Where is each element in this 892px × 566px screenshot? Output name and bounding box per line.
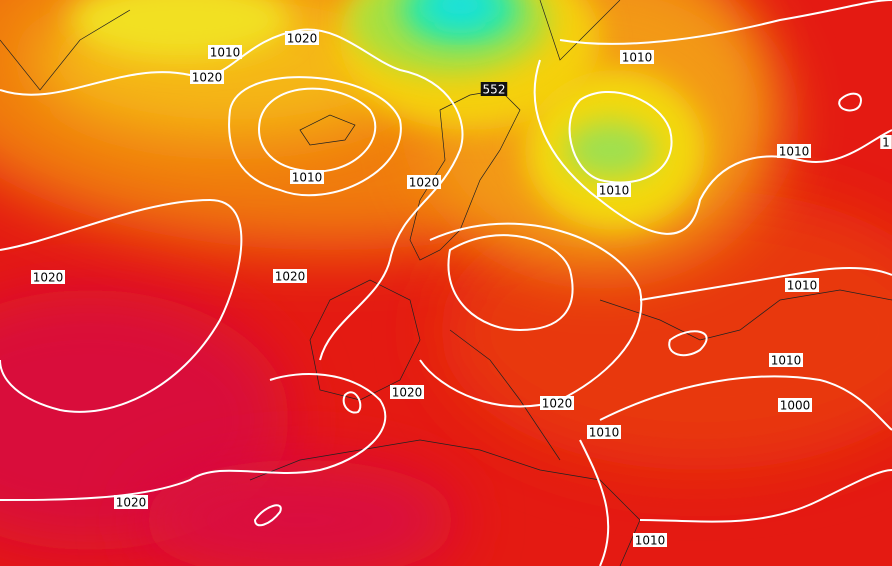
isobar-label: 1010 bbox=[622, 51, 653, 65]
isobar-label: 552 bbox=[483, 83, 506, 97]
label-box bbox=[785, 278, 819, 292]
label-box bbox=[390, 385, 424, 399]
label-box bbox=[633, 533, 667, 547]
isobar-label: 1020 bbox=[33, 271, 64, 285]
label-box bbox=[597, 183, 631, 197]
isobar-label: 1020 bbox=[392, 386, 423, 400]
label-box bbox=[480, 82, 508, 96]
isobar-label: 1020 bbox=[116, 496, 147, 510]
isobar-label: 1020 bbox=[192, 71, 223, 85]
label-box bbox=[620, 50, 654, 64]
label-box bbox=[208, 45, 242, 59]
label-box bbox=[540, 396, 574, 410]
isobar-label: 1010 bbox=[589, 426, 620, 440]
isobar-label: 1020 bbox=[287, 32, 318, 46]
label-box bbox=[769, 353, 803, 367]
label-box bbox=[285, 31, 319, 45]
isobar-label: 1010 bbox=[599, 184, 630, 198]
isobar-label: 1020 bbox=[409, 176, 440, 190]
label-box bbox=[880, 135, 892, 149]
isobar-label: 1010 bbox=[210, 46, 241, 60]
isobar-label: 1020 bbox=[542, 397, 573, 411]
isobar-label: 1010 bbox=[635, 534, 666, 548]
label-box bbox=[778, 398, 812, 412]
isobar-label: 1020 bbox=[275, 270, 306, 284]
label-box bbox=[407, 175, 441, 189]
label-box bbox=[114, 495, 148, 509]
isobar-label: 1010 bbox=[787, 279, 818, 293]
label-box bbox=[777, 144, 811, 158]
label-box bbox=[587, 425, 621, 439]
isobar-label: 1010 bbox=[292, 171, 323, 185]
label-box bbox=[290, 170, 324, 184]
label-box bbox=[190, 70, 224, 84]
isobar-labels: 1010 1020 1020 1010 552 1010 1010 1020 1010 1020 1… bbox=[31, 31, 892, 548]
isobar-label: 1010 bbox=[771, 354, 802, 368]
isobar-label: 1 bbox=[882, 136, 890, 150]
isobar-label: 1010 bbox=[779, 145, 810, 159]
label-box bbox=[31, 270, 65, 284]
isobar-label: 1000 bbox=[780, 399, 811, 413]
label-box bbox=[273, 269, 307, 283]
